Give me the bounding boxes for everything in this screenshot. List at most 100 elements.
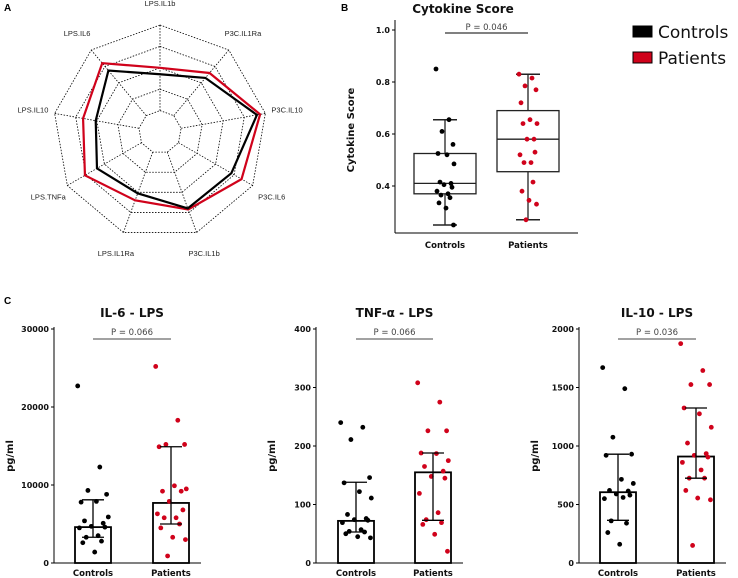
data-point	[683, 488, 689, 493]
legend-swatch-controls	[632, 25, 653, 38]
data-point	[345, 512, 350, 517]
data-point	[175, 417, 181, 423]
data-point	[165, 553, 171, 559]
radar-axis-label: LPS.TNFa	[31, 193, 67, 202]
data-point	[365, 517, 371, 523]
data-point	[432, 531, 438, 537]
data-point	[523, 217, 529, 223]
data-point	[700, 368, 706, 373]
data-point	[440, 468, 446, 474]
data-point	[443, 205, 449, 211]
y-tick-label: 1500	[552, 384, 575, 393]
y-axis-label: pg/ml	[5, 440, 16, 472]
data-point	[532, 149, 538, 155]
data-point	[161, 515, 167, 521]
bar-chart-tnfa: 0 100 200 300 400 TNF-α - LPS pg/ml P = 0.066 Co…	[267, 306, 463, 578]
data-point	[610, 434, 616, 440]
data-point	[622, 386, 628, 392]
y-tick-label: 20000	[21, 403, 49, 412]
data-point	[355, 534, 361, 540]
data-point	[368, 535, 373, 541]
data-point	[605, 530, 611, 535]
data-point	[163, 442, 169, 447]
panel-label-c: C	[4, 296, 11, 307]
data-point	[629, 451, 634, 457]
data-point	[520, 121, 526, 126]
x-tick-label: Patients	[413, 569, 453, 578]
data-point	[417, 490, 422, 496]
panel-label-a: A	[4, 3, 11, 14]
legend: Controls Patients	[632, 23, 728, 69]
data-point	[183, 486, 189, 492]
data-point	[698, 467, 704, 473]
data-point	[620, 495, 626, 500]
data-point	[444, 152, 450, 158]
chart-title: IL-6 - LPS	[100, 306, 164, 320]
radar-axis-line	[178, 142, 253, 186]
data-point	[340, 520, 345, 526]
box-controls	[413, 152, 477, 195]
data-point	[182, 442, 188, 447]
data-point	[153, 364, 159, 369]
legend-swatch-patients	[632, 51, 653, 64]
data-point	[420, 521, 426, 527]
data-point	[527, 117, 533, 123]
data-point	[630, 481, 636, 486]
data-point	[438, 192, 444, 198]
data-point	[448, 181, 454, 186]
bar-chart-il10: 0 500 1000 1500 2000 IL-10 - LPS pg/ml P = 0.03…	[530, 306, 726, 578]
data-point	[447, 195, 453, 201]
data-point	[439, 129, 445, 134]
data-point	[92, 549, 98, 555]
radar-series-patients	[81, 61, 262, 211]
radar-axis-label: LPS.IL6	[64, 29, 91, 38]
data-point	[338, 420, 344, 425]
data-point	[533, 87, 539, 93]
data-point	[627, 492, 633, 498]
data-point	[708, 497, 713, 503]
data-point	[705, 454, 711, 460]
y-axis-label: pg/ml	[530, 440, 541, 472]
y-tick-label: 0.4	[376, 182, 391, 191]
data-point	[688, 382, 694, 387]
y-tick-label: 400	[294, 325, 311, 334]
data-point	[690, 543, 695, 548]
data-point	[451, 161, 457, 167]
radar-grid-ring	[117, 88, 203, 173]
data-point	[155, 511, 160, 517]
box-plot-cytokine-score: 0.4 0.6 0.8 1.0 Cytokine Score Cytokine Score…	[346, 2, 578, 251]
data-point	[685, 440, 690, 446]
data-point	[433, 66, 439, 72]
data-point	[78, 499, 84, 505]
data-point	[441, 182, 447, 188]
data-point	[534, 201, 539, 207]
data-point	[442, 475, 448, 481]
data-point	[82, 518, 87, 524]
data-point	[358, 527, 364, 533]
data-point	[422, 464, 427, 469]
data-point	[445, 548, 450, 554]
radar-axis-line	[181, 113, 266, 129]
y-tick-label: 0	[43, 559, 49, 568]
data-point	[85, 488, 91, 493]
data-point	[680, 459, 685, 465]
data-point	[173, 515, 179, 521]
y-tick-label: 10000	[21, 481, 49, 490]
data-point	[681, 405, 687, 411]
data-point	[528, 160, 534, 166]
data-point	[97, 464, 103, 470]
data-point	[624, 520, 629, 526]
data-point	[105, 514, 111, 520]
y-tick-label: 0	[305, 559, 311, 568]
data-point	[77, 525, 82, 531]
data-point	[418, 450, 424, 456]
data-point	[602, 496, 607, 502]
y-tick-label: 2000	[552, 325, 575, 334]
data-point	[360, 424, 366, 430]
data-point	[156, 444, 162, 450]
chart-title: Cytokine Score	[412, 2, 514, 16]
data-point	[434, 188, 440, 194]
data-point	[607, 488, 612, 493]
data-point	[158, 525, 164, 531]
